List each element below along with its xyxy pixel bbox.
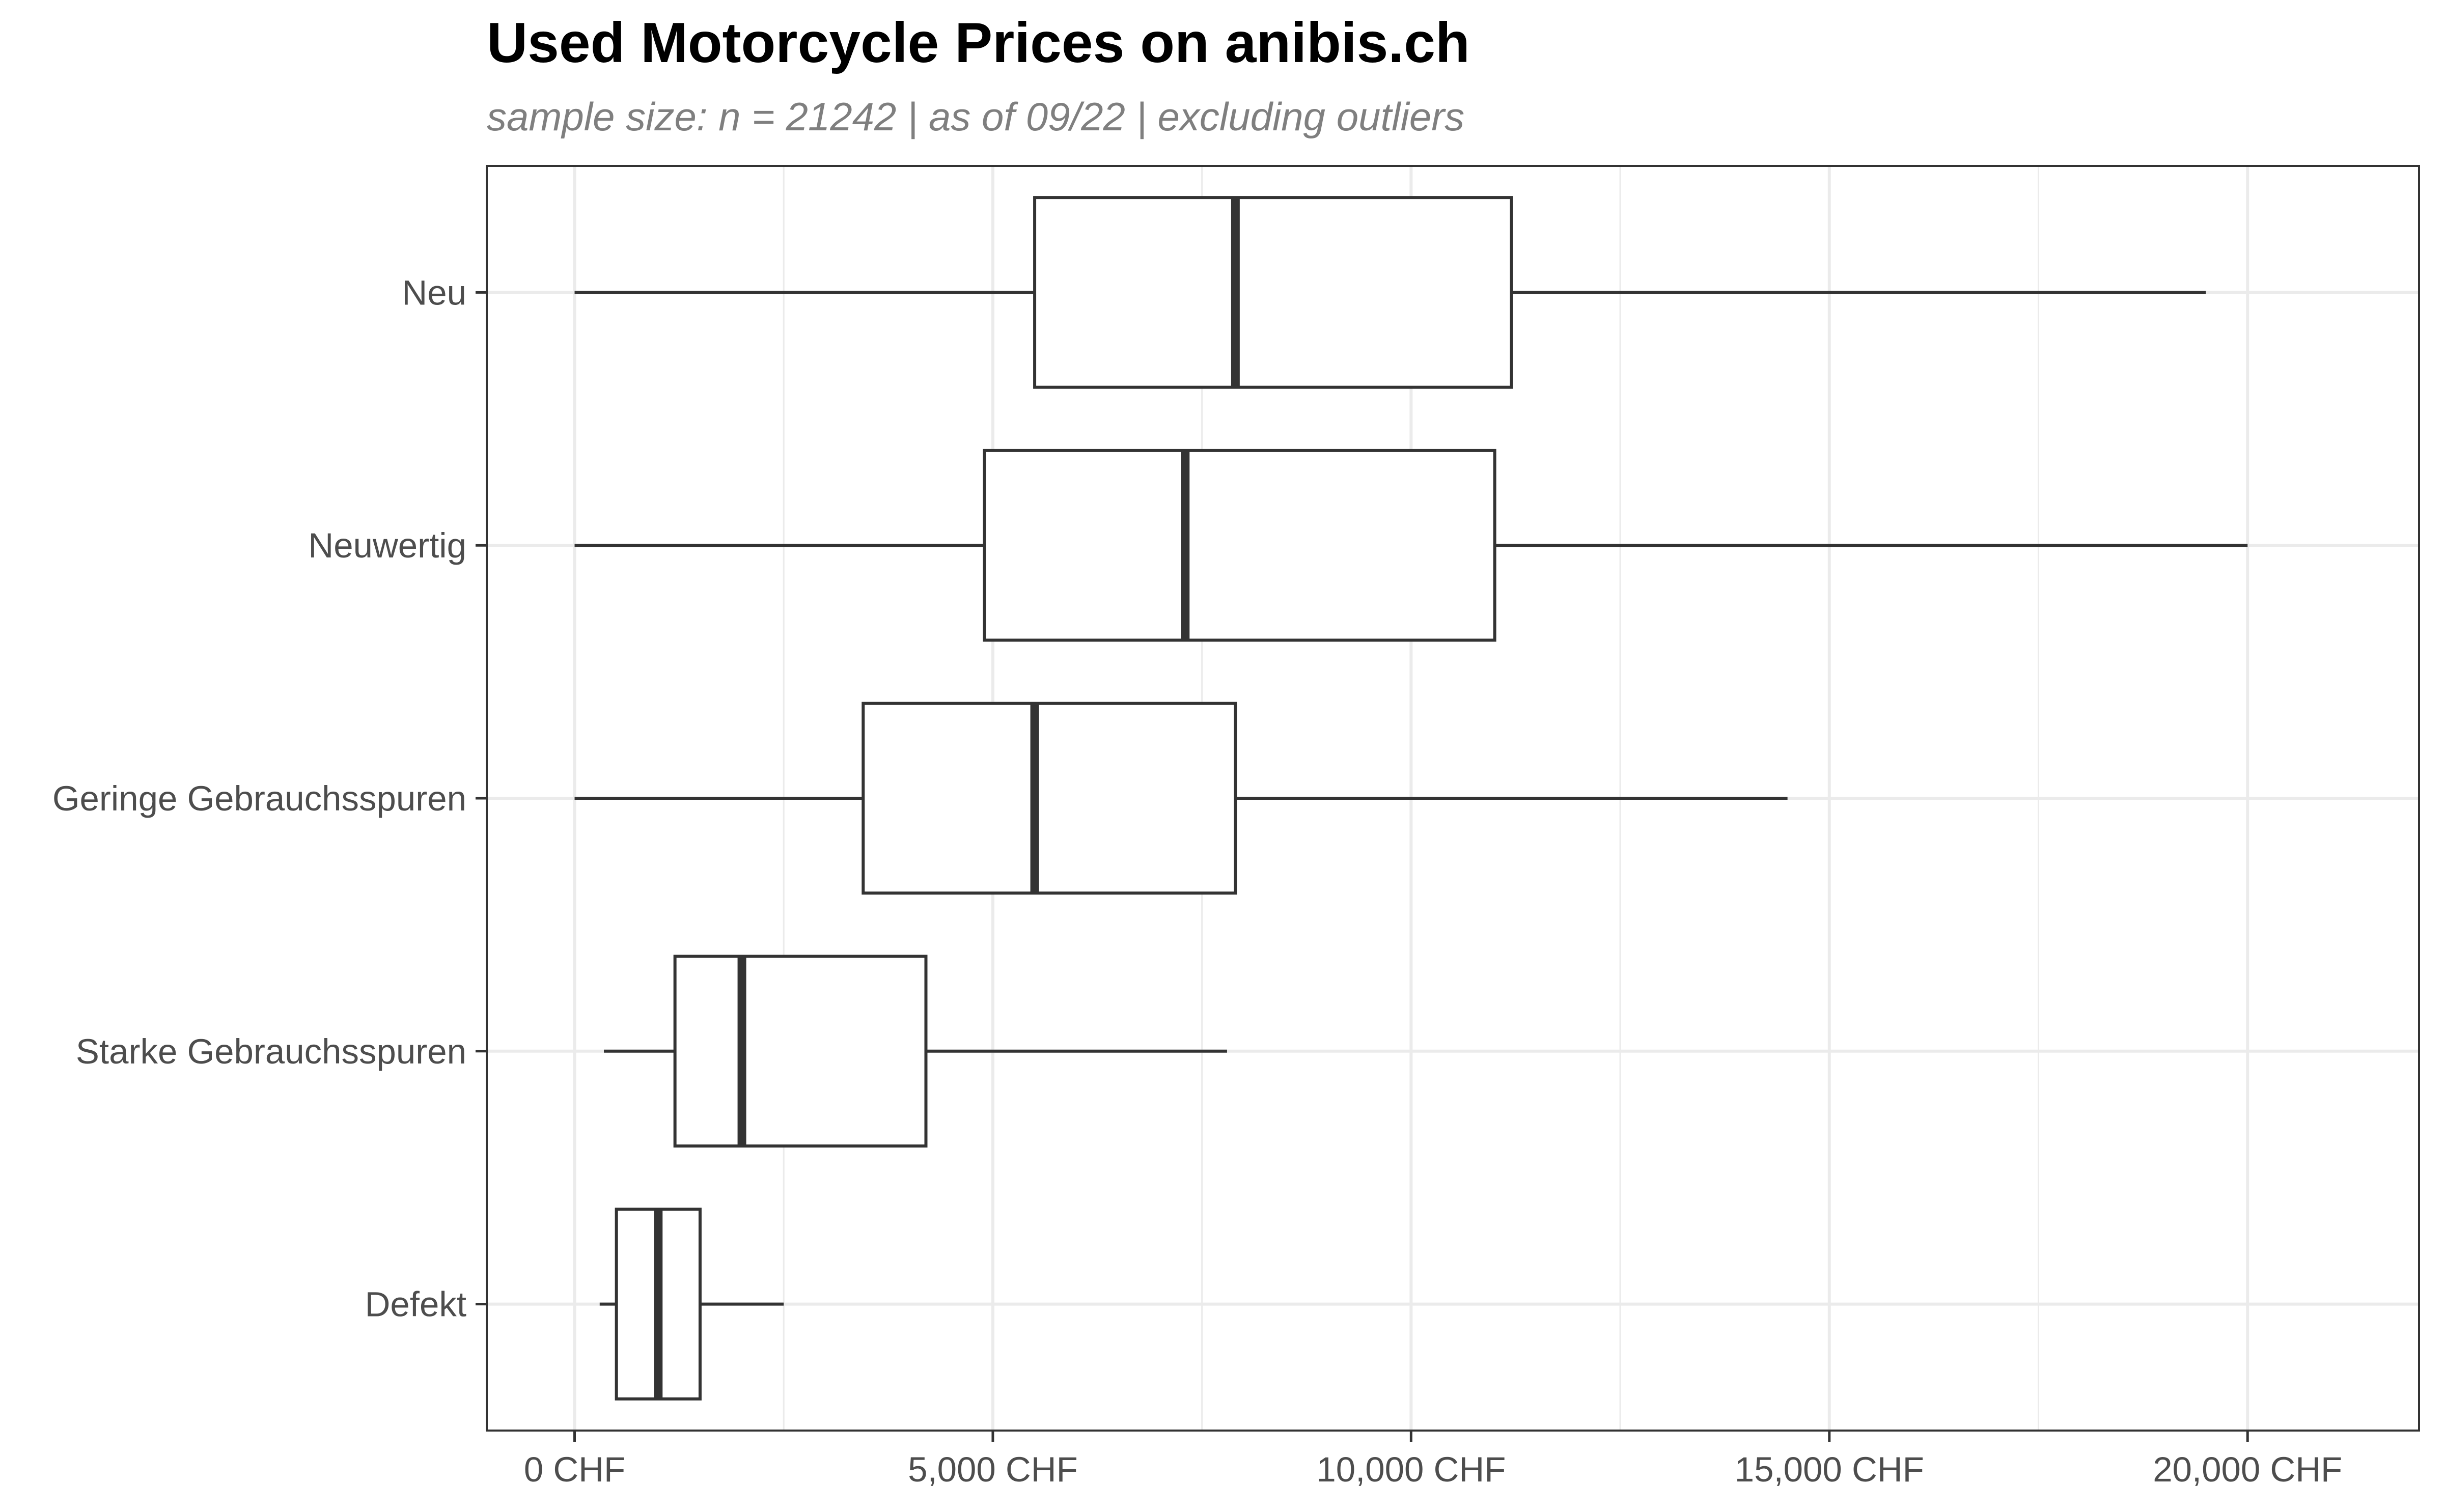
box-group bbox=[604, 955, 1227, 1148]
x-tick-label: 5,000 CHF bbox=[908, 1450, 1078, 1489]
x-tick-label: 20,000 CHF bbox=[2153, 1450, 2342, 1489]
y-tick-label: Defekt bbox=[365, 1285, 466, 1324]
chart-subtitle: sample size: n = 21242 | as of 09/22 | e… bbox=[487, 94, 1464, 139]
x-tick-label: 0 CHF bbox=[524, 1450, 625, 1489]
iqr-box bbox=[983, 449, 1496, 642]
iqr-box bbox=[862, 702, 1237, 895]
box-layer bbox=[574, 196, 2248, 1401]
x-tick-label: 10,000 CHF bbox=[1316, 1450, 1506, 1489]
y-tick-label: Starke Gebrauchsspuren bbox=[76, 1032, 466, 1071]
iqr-box bbox=[1033, 196, 1513, 389]
iqr-box bbox=[673, 955, 928, 1148]
box-group bbox=[574, 702, 1788, 895]
box-group bbox=[574, 449, 2248, 642]
y-tick-label: Neuwertig bbox=[308, 526, 466, 565]
box-group bbox=[574, 196, 2206, 389]
axis-layer: 0 CHF 5,000 CHF 10,000 CHF 15,000 CHF 20,000… bbox=[52, 273, 2342, 1489]
y-tick-label: Geringe Gebrauchsspuren bbox=[52, 779, 466, 818]
box-group bbox=[599, 1208, 784, 1401]
chart-title: Used Motorcycle Prices on anibis.ch bbox=[487, 11, 1470, 74]
y-tick-label: Neu bbox=[402, 273, 466, 312]
x-tick-label: 15,000 CHF bbox=[1735, 1450, 1924, 1489]
